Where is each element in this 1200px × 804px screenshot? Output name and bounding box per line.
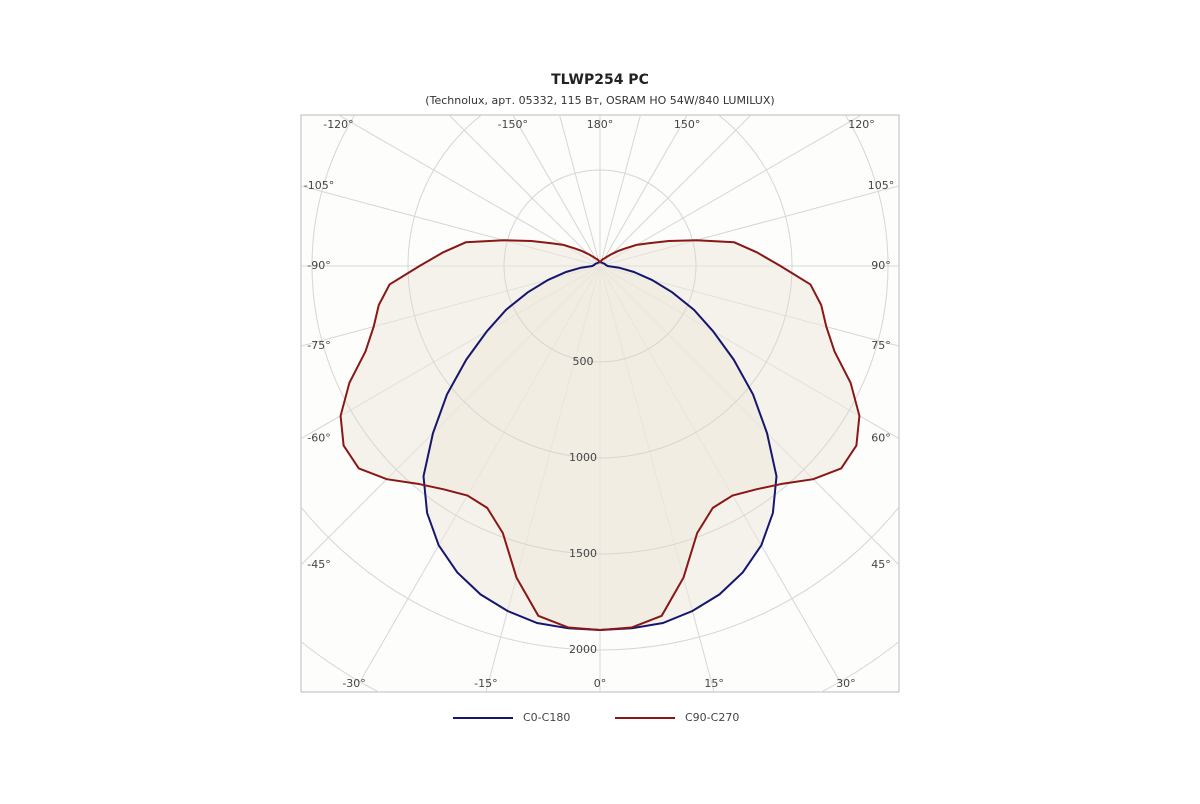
angle-tick-label: -120° <box>323 118 353 131</box>
angle-tick-label: 150° <box>674 118 701 131</box>
chart-title: TLWP254 PC <box>551 72 649 88</box>
angle-tick-label: -105° <box>304 179 334 192</box>
spoke <box>599 115 863 267</box>
angle-tick-label: 75° <box>871 339 891 352</box>
r-tick-label: 500 <box>573 355 594 368</box>
angle-tick-label: -15° <box>474 677 497 690</box>
series-line <box>339 239 861 632</box>
angle-tick-label: 120° <box>848 118 875 131</box>
grid-ring <box>301 505 899 651</box>
grid-ring <box>407 115 793 459</box>
series-area <box>340 240 860 630</box>
angle-tick-label: -150° <box>498 118 528 131</box>
spoke <box>559 115 601 267</box>
plot-area <box>301 115 899 692</box>
angle-tick-label: 0° <box>594 677 607 690</box>
angle-tick-label: 60° <box>871 432 891 445</box>
r-tick-label: 1500 <box>569 547 597 560</box>
spoke <box>599 115 688 267</box>
spoke <box>448 115 601 267</box>
grid-ring <box>503 169 697 363</box>
labels: 500 1000 1500 2000 -120° -150° 180° 150° 120° -10… <box>304 118 894 690</box>
angle-tick-label: 90° <box>871 259 891 272</box>
spoke <box>599 115 641 267</box>
legend-label: C0-C180 <box>523 711 570 724</box>
legend-label: C90-C270 <box>685 711 739 724</box>
angle-tick-label: 45° <box>871 558 891 571</box>
angle-tick-label: -45° <box>307 558 330 571</box>
grid-ring <box>311 115 889 555</box>
chart-subtitle: (Technolux, арт. 05332, 115 Вт, OSRAM HO… <box>425 94 774 107</box>
angle-tick-label: -75° <box>307 339 330 352</box>
legend: C0-C180 C90-C270 <box>453 711 739 724</box>
r-tick-label: 2000 <box>569 643 597 656</box>
spoke <box>337 115 601 267</box>
angle-tick-label: 105° <box>868 179 895 192</box>
angle-tick-label: 30° <box>836 677 856 690</box>
angle-tick-label: 180° <box>587 118 614 131</box>
angle-tick-label: 15° <box>704 677 724 690</box>
spoke <box>512 115 601 267</box>
r-tick-label: 1000 <box>569 451 597 464</box>
spoke <box>599 115 752 267</box>
angle-tick-label: -30° <box>342 677 365 690</box>
angle-tick-label: -90° <box>307 259 330 272</box>
angle-tick-label: -60° <box>307 432 330 445</box>
